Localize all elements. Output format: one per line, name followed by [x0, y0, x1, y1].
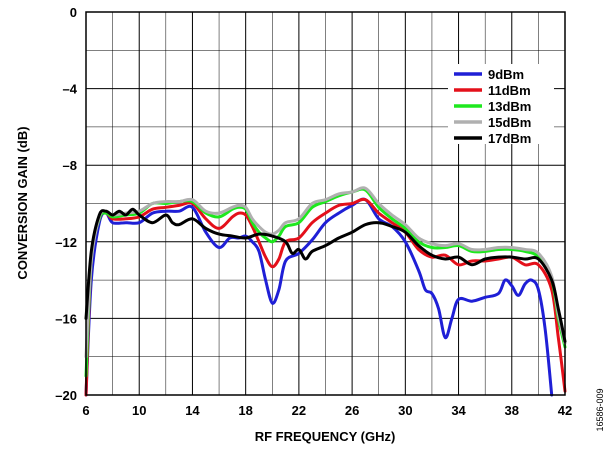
plot-frame [85, 11, 566, 396]
x-tick-label: 26 [345, 403, 359, 418]
x-tick-label: 18 [238, 403, 252, 418]
series-line-9dBm [84, 197, 554, 397]
y-tick-label: –12 [55, 235, 77, 250]
y-tick-label: –16 [55, 311, 77, 326]
y-axis-title: CONVERSION GAIN (dB) [15, 126, 30, 279]
x-tick-label: 42 [558, 403, 572, 418]
y-tick-label: –8 [63, 158, 77, 173]
legend-label: 17dBm [488, 131, 531, 146]
figure-id: 16586-009 [595, 388, 605, 431]
x-tick-label: 14 [185, 403, 200, 418]
legend-box [448, 64, 554, 144]
x-tick-label: 38 [505, 403, 519, 418]
y-tick-label: 0 [70, 5, 77, 20]
x-tick-label: 22 [292, 403, 306, 418]
legend-label: 11dBm [488, 83, 531, 98]
x-tick-label: 6 [82, 403, 89, 418]
y-tick-label: –20 [55, 388, 77, 403]
legend-label: 13dBm [488, 99, 531, 114]
y-tick-label: –4 [63, 82, 78, 97]
series-line-17dBm [84, 207, 567, 343]
legend-label: 15dBm [488, 115, 531, 130]
x-tick-label: 10 [132, 403, 146, 418]
x-tick-label: 30 [398, 403, 412, 418]
series-line-15dBm [84, 186, 567, 359]
x-tick-labels: 6 10 14 18 22 26 30 34 38 42 [82, 403, 572, 418]
legend-label: 9dBm [488, 67, 524, 82]
y-tick-labels: 0 –4 –8 –12 –16 –20 [55, 5, 77, 403]
x-axis-title: RF FREQUENCY (GHz) [255, 429, 396, 444]
x-tick-label: 34 [451, 403, 466, 418]
series-lines [84, 186, 567, 397]
